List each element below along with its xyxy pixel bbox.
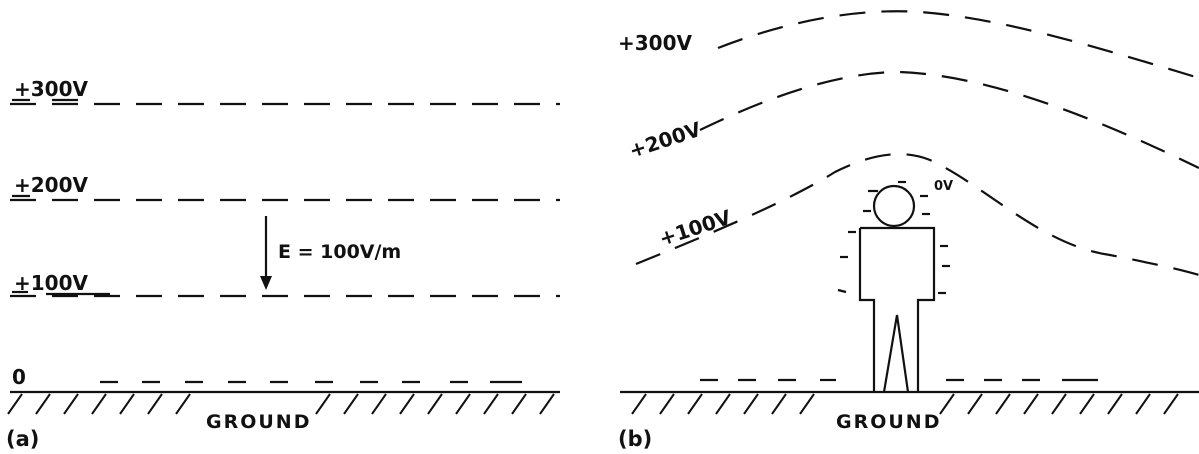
hatch-mark — [743, 393, 759, 415]
hatch-mark — [455, 393, 471, 415]
hatch-mark — [1051, 393, 1067, 415]
hatch-mark — [539, 393, 555, 415]
hatch-mark — [399, 393, 415, 415]
label-300v-b: +300V — [618, 31, 693, 55]
hatch-mark — [119, 393, 135, 415]
equipotential-line-300v-b — [717, 10, 1199, 80]
hatch-mark — [995, 393, 1011, 415]
induced-charges — [837, 180, 950, 295]
hatch-mark — [175, 393, 191, 415]
arrow-head-icon — [260, 276, 272, 290]
hatch-mark — [343, 393, 359, 415]
hatch-mark — [483, 393, 499, 415]
ground-hatching-b — [631, 393, 1179, 415]
hatch-mark — [687, 393, 703, 415]
hatch-mark — [147, 393, 163, 415]
hatch-mark — [7, 393, 23, 415]
hatch-mark — [967, 393, 983, 415]
hatch-mark — [315, 393, 331, 415]
hatch-mark — [631, 393, 647, 415]
hatch-mark — [1107, 393, 1123, 415]
equipotential-line-100v-b — [635, 153, 1199, 277]
caption-a: (a) — [6, 427, 39, 451]
hatch-mark — [715, 393, 731, 415]
label-100v-b: +100V — [656, 205, 734, 251]
panel-b: +300V +200V +100V 0V GROUND (b) — [618, 10, 1199, 451]
hatch-mark — [799, 393, 815, 415]
hatch-mark — [1163, 393, 1179, 415]
person-figure — [858, 184, 936, 393]
hatch-mark — [35, 393, 51, 415]
charge-mark — [837, 288, 847, 294]
person-potential-label: 0V — [934, 179, 953, 194]
hatch-mark — [771, 393, 787, 415]
person-body — [858, 226, 936, 392]
hatch-mark — [63, 393, 79, 415]
hatch-mark — [371, 393, 387, 415]
caption-b: (b) — [618, 427, 652, 451]
field-strength-label: E = 100V/m — [278, 241, 401, 263]
hatch-mark — [939, 393, 955, 415]
ground-label-a: GROUND — [206, 411, 311, 433]
hatch-mark — [659, 393, 675, 415]
hatch-mark — [1135, 393, 1151, 415]
hatch-mark — [91, 393, 107, 415]
label-0v-a: 0 — [12, 365, 26, 389]
equipotential-line-200v-b — [699, 70, 1199, 169]
label-200v-b: +200V — [626, 117, 704, 163]
ground-hatching-a — [7, 393, 555, 415]
label-300v-a: +300V — [14, 77, 89, 101]
hatch-mark — [511, 393, 527, 415]
hatch-mark — [1079, 393, 1095, 415]
hatch-mark — [427, 393, 443, 415]
ground-label-b: GROUND — [836, 411, 941, 433]
panel-a: +300V +200V +100V 0 E = 100V/m GROUND (a… — [6, 77, 560, 451]
person-legs — [882, 314, 910, 393]
person-head — [872, 184, 916, 228]
label-200v-a: +200V — [14, 173, 89, 197]
hatch-mark — [1023, 393, 1039, 415]
